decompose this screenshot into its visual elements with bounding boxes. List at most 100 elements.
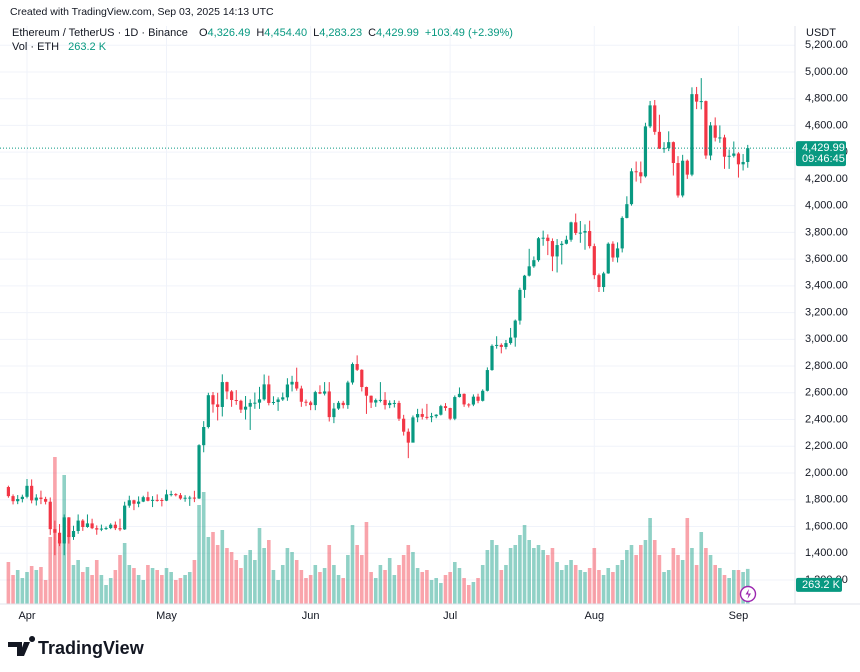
brand: TradingView (38, 638, 145, 658)
volume-bar (150, 568, 155, 604)
candle-body (257, 399, 262, 403)
candle-body (588, 231, 592, 247)
volume-bar (550, 548, 555, 604)
volume-bar (174, 580, 178, 604)
ohlc-key: C (368, 27, 376, 39)
volume-bar (178, 578, 183, 604)
candle-body (467, 404, 471, 406)
candle-body (271, 402, 276, 404)
y-tick-label: 3,800.00 (805, 226, 848, 238)
volume-bar (392, 575, 397, 604)
candle-body (713, 125, 717, 138)
volume-bar (332, 565, 336, 604)
volume-bar (215, 545, 220, 604)
candle-body (276, 399, 280, 403)
candle-body (95, 528, 99, 530)
candle-body (471, 396, 475, 405)
y-tick-label: 4,200.00 (805, 173, 848, 185)
volume-bar (234, 560, 239, 604)
volume-bar (615, 565, 620, 604)
volume-bar (94, 560, 99, 604)
candle-body (555, 245, 559, 257)
candle-body (309, 402, 313, 406)
candle-body (57, 532, 62, 544)
candle-body (457, 393, 462, 398)
candle-body (137, 501, 141, 504)
alert-bolt (745, 589, 751, 599)
volume-bar (225, 548, 229, 604)
candle-body (164, 494, 169, 501)
volume-bar (169, 572, 173, 604)
volume-bar (108, 578, 113, 604)
candle-body (378, 399, 382, 401)
volume-bar (90, 575, 94, 604)
volume-box-label: 263.2 K (802, 579, 841, 591)
volume-bar (262, 548, 266, 604)
ohlc-key: O (199, 27, 208, 39)
candle-body (211, 395, 215, 405)
candle-body (239, 400, 243, 410)
candle-body (453, 397, 457, 419)
candle-body (443, 406, 448, 409)
candle-body (44, 498, 48, 502)
currency: USDT (806, 27, 836, 39)
candle-body (620, 217, 624, 249)
plot-area (0, 78, 795, 604)
volume-bar (513, 545, 518, 604)
candle-body (722, 137, 727, 157)
candle-body (518, 289, 522, 321)
candle-body (462, 393, 466, 405)
volume-bar (462, 578, 466, 604)
x-tick-label: Jul (443, 610, 457, 622)
grid (0, 26, 795, 604)
candle-body (741, 161, 745, 165)
volume-bar (625, 550, 629, 604)
candle-body (708, 125, 713, 156)
legend: Ethereum / TetherUS · 1D · Binance O4,32… (12, 27, 513, 39)
volume-bar (113, 570, 118, 604)
volume-bar (318, 572, 322, 604)
volume-bar (713, 565, 717, 604)
volume-bar (415, 568, 420, 604)
volume-bar (429, 580, 434, 604)
candle-body (615, 248, 620, 258)
candle-body (611, 243, 615, 258)
candle-body (634, 171, 638, 173)
candle-body (281, 397, 285, 400)
candle-body (267, 384, 271, 403)
candle-body (350, 364, 355, 383)
volume-bar (29, 566, 34, 604)
candle-body (123, 505, 127, 530)
y-tick-label: 2,400.00 (805, 413, 848, 425)
volume-bar (71, 565, 76, 604)
candle-body (629, 171, 634, 205)
candle-body (304, 401, 308, 403)
candle-body (109, 524, 113, 529)
volume-bar (420, 572, 425, 604)
candle-body (504, 343, 508, 347)
x-tick-label: Aug (585, 610, 605, 622)
symbol: Ethereum / TetherUS · 1D · Binance (12, 27, 188, 39)
candle-body (62, 517, 66, 544)
candle-body (202, 427, 206, 446)
volume-bar (15, 570, 20, 604)
volume-bar (583, 572, 587, 604)
volume-bar (369, 572, 373, 604)
volume-bar (327, 545, 332, 604)
volume-bar (304, 578, 308, 604)
volume-bar (201, 492, 206, 604)
volume-bar (294, 560, 299, 604)
volume-bar (652, 540, 657, 604)
y-tick-label: 1,800.00 (805, 494, 848, 506)
volume-bar (155, 570, 159, 604)
volume-bar (308, 575, 313, 604)
candle-body (648, 105, 652, 127)
candle-body (216, 404, 220, 407)
candle-body (695, 94, 699, 102)
volume-bar (378, 565, 383, 604)
candle-body (685, 160, 689, 175)
candle-body (397, 402, 401, 419)
volume-bar (592, 548, 597, 604)
volume-bar (587, 568, 592, 604)
